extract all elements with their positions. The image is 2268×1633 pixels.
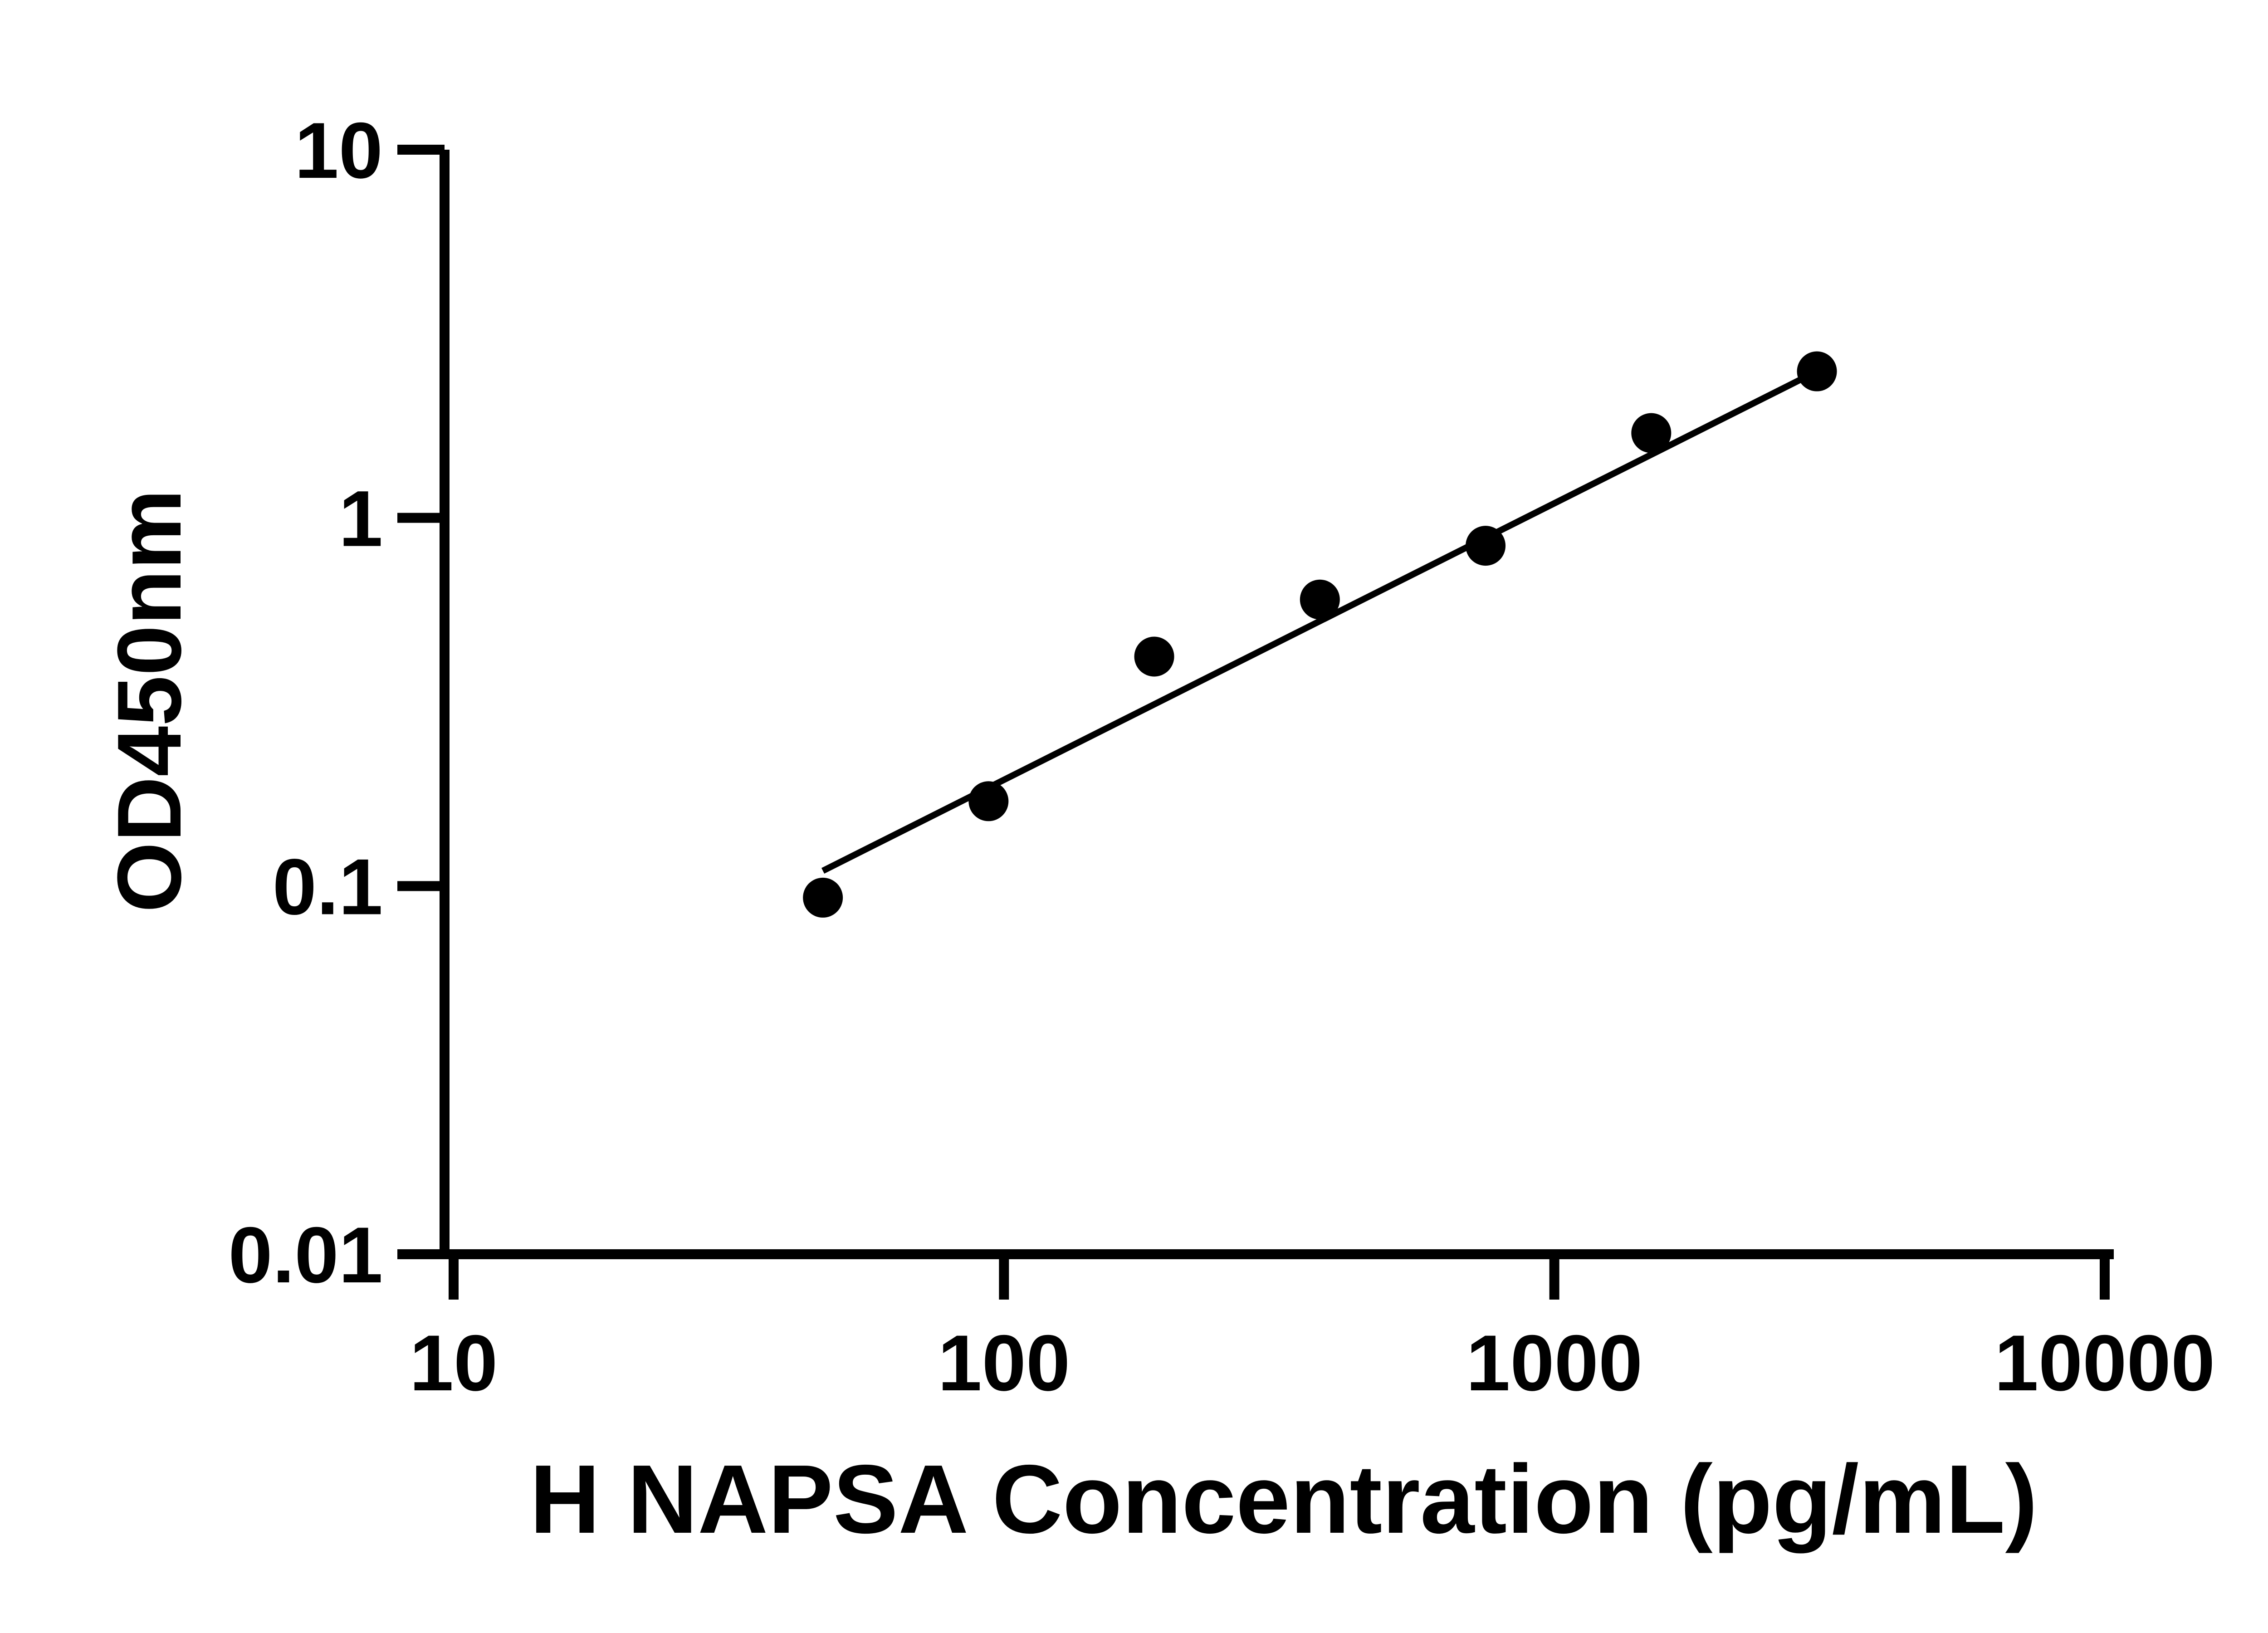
data-point	[1134, 636, 1174, 677]
data-point	[1797, 351, 1837, 391]
data-point	[803, 877, 843, 918]
data-point	[1466, 526, 1506, 566]
y-tick-label: 0.01	[228, 1211, 383, 1300]
data-point	[1300, 579, 1340, 620]
x-tick-label: 10	[410, 1319, 498, 1408]
data-point	[1631, 413, 1672, 453]
x-tick-label: 100	[938, 1319, 1070, 1408]
axes	[440, 150, 2114, 1259]
x-tick-label: 10000	[1994, 1319, 2215, 1408]
x-tick-label: 1000	[1466, 1319, 1642, 1408]
y-tick-label: 1	[339, 475, 383, 563]
x-axis-title: H NAPSA Concentration (pg/mL)	[529, 1444, 2038, 1554]
y-axis-title: OD450nm	[99, 489, 200, 913]
data-point	[968, 781, 1009, 821]
y-tick-label: 0.1	[273, 843, 383, 931]
y-tick-label: 10	[294, 107, 383, 195]
